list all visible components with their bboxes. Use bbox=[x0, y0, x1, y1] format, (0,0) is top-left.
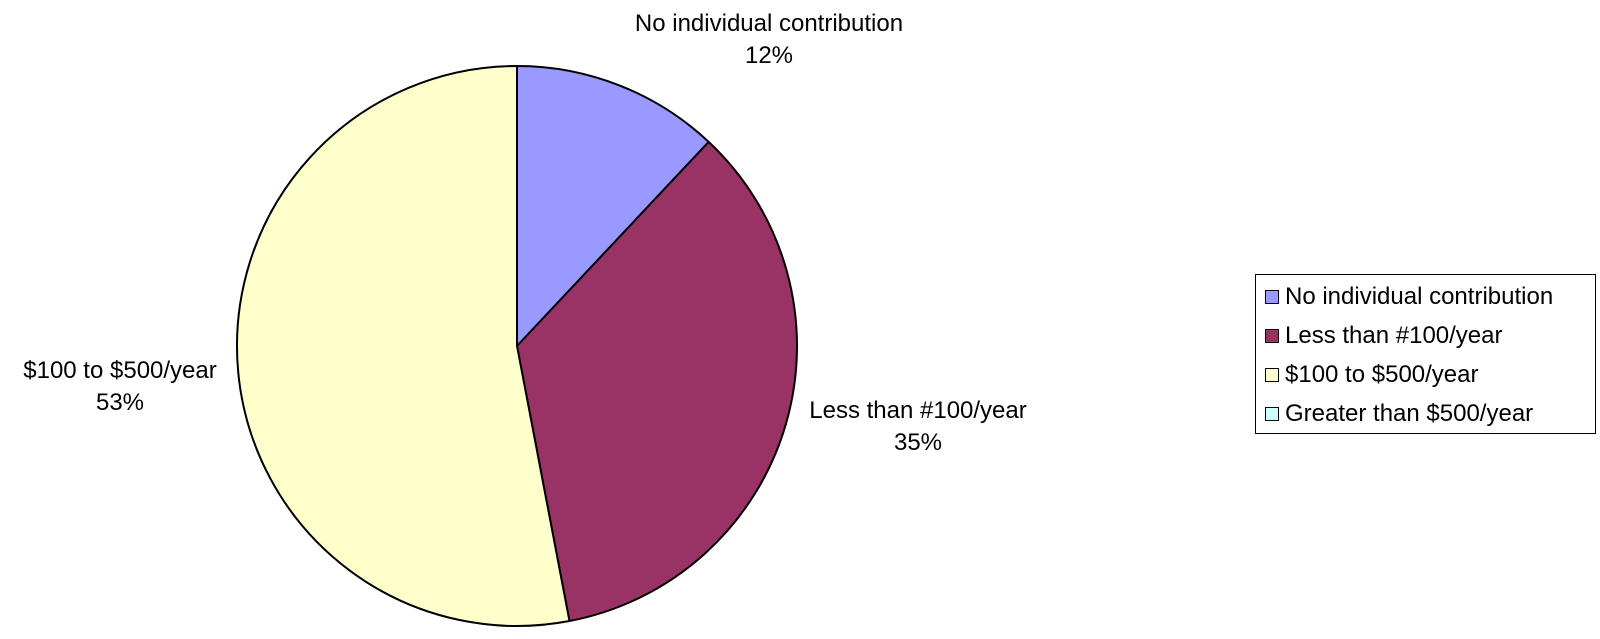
legend-label: No individual contribution bbox=[1285, 282, 1554, 310]
slice-label: No individual contribution 12% bbox=[635, 10, 903, 69]
legend-label: Less than #100/year bbox=[1285, 321, 1503, 349]
legend-item-greater-than-500: Greater than $500/year bbox=[1256, 394, 1595, 433]
slice-label: $100 to $500/year 53% bbox=[23, 357, 217, 416]
slice-label: Less than #100/year 35% bbox=[809, 397, 1027, 456]
legend-item-no-contribution: No individual contribution bbox=[1256, 277, 1595, 316]
slice-labels: No individual contribution 12% Less than #… bbox=[23, 10, 1027, 456]
legend-swatch bbox=[1265, 289, 1279, 304]
legend-label: Greater than $500/year bbox=[1285, 399, 1534, 427]
legend-swatch bbox=[1265, 328, 1279, 343]
pie-slice bbox=[516, 140, 798, 623]
legend-swatch bbox=[1265, 367, 1279, 382]
legend-item-less-than-100: Less than #100/year bbox=[1256, 316, 1595, 355]
legend-item-100-to-500: $100 to $500/year bbox=[1256, 355, 1595, 394]
pie-slice bbox=[516, 65, 710, 347]
legend-label: $100 to $500/year bbox=[1285, 360, 1479, 388]
pie-slice bbox=[236, 65, 571, 627]
pie-slices bbox=[236, 65, 798, 627]
chart-legend: No individual contribution Less than #10… bbox=[1255, 274, 1596, 434]
legend-swatch bbox=[1265, 406, 1279, 421]
